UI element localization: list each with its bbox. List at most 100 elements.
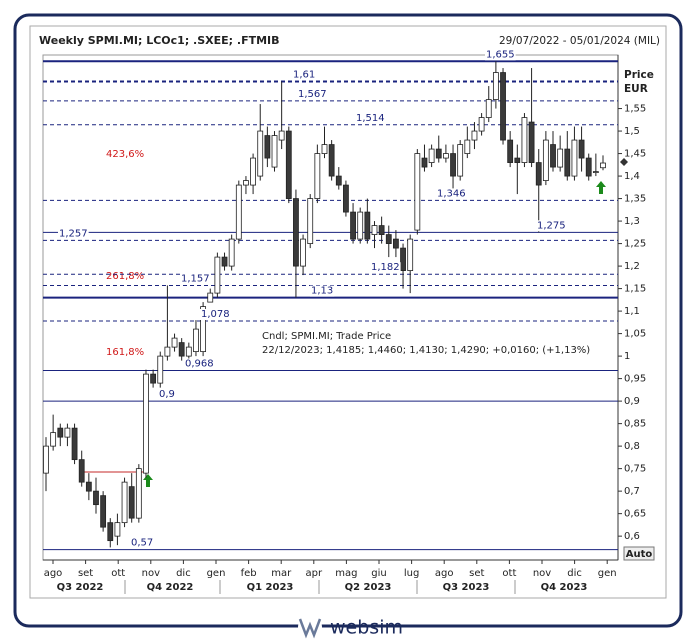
y-tick-label: 1,25: [624, 239, 646, 250]
x-tick-label: giu: [371, 568, 386, 579]
x-tick-label: gen: [207, 568, 226, 579]
level-label: 1,157: [181, 273, 210, 284]
candle-body: [507, 139, 514, 163]
quarter-label: Q3 2023: [443, 582, 490, 593]
candle-body: [71, 427, 78, 461]
y-tick-label: 1,3: [624, 216, 640, 227]
candle-body: [321, 144, 328, 154]
level-label-bg: [536, 220, 567, 232]
candle-body: [143, 373, 149, 474]
candle-body: [500, 72, 506, 141]
x-tick-label: mag: [335, 568, 357, 579]
up-arrow: [596, 181, 606, 194]
x-tick-label: dic: [567, 568, 582, 579]
candle-body: [471, 130, 478, 141]
y-tick-label: 0,6: [624, 531, 640, 542]
level-label-bg: [130, 537, 155, 549]
candle-body: [478, 117, 485, 132]
candle-body: [228, 238, 235, 267]
candle-body: [442, 153, 449, 159]
y-tick-label: 0,7: [624, 486, 640, 497]
level-label: 1,275: [537, 220, 566, 231]
candle-body: [550, 144, 556, 168]
candle-body: [64, 427, 71, 438]
candle-body: [585, 157, 592, 177]
candle-body: [578, 139, 585, 159]
candle-body: [542, 139, 549, 181]
logo-mark: [298, 618, 322, 639]
candle-body: [243, 180, 249, 186]
candle-body: [414, 153, 421, 231]
level-label-bg: [485, 49, 516, 61]
candle-body: [435, 148, 442, 159]
candle-body: [50, 432, 57, 447]
candle-body: [557, 148, 564, 168]
level-label-bg: [292, 69, 317, 81]
y-tick-label: 1,2: [624, 261, 640, 272]
candle-body: [528, 121, 535, 163]
candle-body: [271, 135, 278, 168]
level-label: 0,57: [131, 538, 153, 549]
candle-body: [457, 144, 464, 177]
level-label: 1,567: [298, 89, 327, 100]
level-label: 0,9: [159, 389, 175, 400]
x-tick-label: gen: [598, 568, 617, 579]
level-label: 1,346: [437, 188, 466, 199]
logo: websim: [298, 615, 403, 639]
candle-body: [121, 481, 128, 524]
candle-body: [257, 130, 264, 177]
annotation: Cndl; SPMI.MI; Trade Price: [262, 331, 391, 342]
quarter-label: Q4 2023: [541, 582, 588, 593]
candle-body: [100, 495, 107, 528]
x-tick-label: apr: [306, 568, 323, 579]
candle-body: [450, 153, 456, 177]
candle-body: [185, 346, 192, 357]
level-label: 1,61: [293, 70, 315, 81]
candle-body: [107, 522, 114, 542]
x-tick-label: ago: [44, 568, 63, 579]
candle-body: [221, 256, 228, 267]
auto-button[interactable]: [623, 546, 655, 561]
candle-body: [264, 135, 271, 159]
candle-body: [278, 130, 285, 141]
level-label: 1,182: [371, 262, 400, 273]
x-tick-label: nov: [142, 568, 160, 579]
candle-body: [428, 148, 435, 163]
candle-body: [57, 427, 64, 438]
candle-body: [592, 171, 599, 173]
candle-body: [492, 72, 499, 100]
candle-body: [393, 238, 399, 249]
candle-body: [193, 328, 199, 353]
candle-body: [514, 157, 521, 163]
candle-body: [93, 490, 99, 506]
candle-body: [407, 238, 414, 271]
level-label-bg: [180, 273, 211, 285]
candle-body: [171, 337, 178, 348]
candle-body: [114, 522, 121, 537]
x-tick-label: mar: [271, 568, 292, 579]
candle-body: [150, 373, 157, 384]
level-label-bg: [370, 262, 401, 274]
candle-body: [285, 130, 292, 199]
candle-body: [235, 184, 242, 240]
x-tick-label: set: [469, 568, 484, 579]
candle-body: [214, 256, 221, 294]
candle-body: [385, 234, 392, 244]
candle-body: [421, 157, 428, 168]
candle-body: [128, 486, 135, 519]
y-tick-label: 1,4: [624, 171, 640, 182]
price-marker: [620, 158, 628, 166]
candle-body: [250, 157, 256, 186]
level-label: 1,257: [59, 228, 88, 239]
x-tick-label: ago: [435, 568, 454, 579]
level-label-bg: [184, 358, 215, 370]
candle-body: [300, 238, 306, 267]
fib-label: 423,6%: [106, 149, 144, 160]
candle-body: [78, 459, 85, 483]
y-tick-label: 0,75: [624, 464, 646, 475]
candle-body: [328, 144, 335, 177]
y-tick-label: 0,95: [624, 374, 646, 385]
candle-body: [535, 162, 542, 186]
